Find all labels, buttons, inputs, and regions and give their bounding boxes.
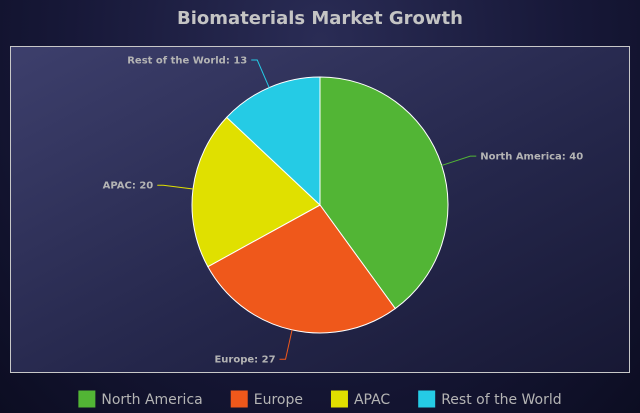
legend-label-north-america: North America [101,392,202,408]
leader-line-rest-of-world [251,59,270,88]
legend-label-apac: APAC [354,392,390,408]
legend-item-rest-of-world[interactable]: Rest of the World [418,390,562,409]
chart-title: Biomaterials Market Growth [177,8,463,29]
legend-label-rest-of-world: Rest of the World [441,392,561,408]
legend: North America Europe APAC Rest of the Wo… [78,390,562,409]
label-leaders [157,59,477,360]
leader-line-apac [157,184,194,190]
legend-item-north-america[interactable]: North America [78,390,203,409]
slice-label-rest-of-world: Rest of the World: 13 [127,55,247,66]
pie-slices [191,76,449,334]
leader-line-north-america [441,155,477,166]
slice-label-europe: Europe: 27 [214,355,275,366]
pie-slice-rest-of-world[interactable] [225,76,321,207]
pie-slice-apac[interactable] [191,116,321,268]
slice-label-north-america: North America: 40 [480,152,583,163]
legend-swatch-europe [230,390,248,408]
pie-slice-europe[interactable] [207,204,396,334]
legend-swatch-apac [330,390,348,408]
slice-labels: North America: 40 Europe: 27 APAC: 20 Re… [103,55,584,365]
legend-label-europe: Europe [254,392,303,408]
slice-label-apac: APAC: 20 [103,181,154,192]
pie-slice-north-america[interactable] [319,76,449,310]
legend-item-europe[interactable]: Europe [230,390,303,409]
legend-swatch-rest-of-world [418,390,436,408]
leader-line-europe [279,329,293,360]
legend-item-apac[interactable]: APAC [330,390,390,409]
legend-swatch-north-america [78,390,96,408]
